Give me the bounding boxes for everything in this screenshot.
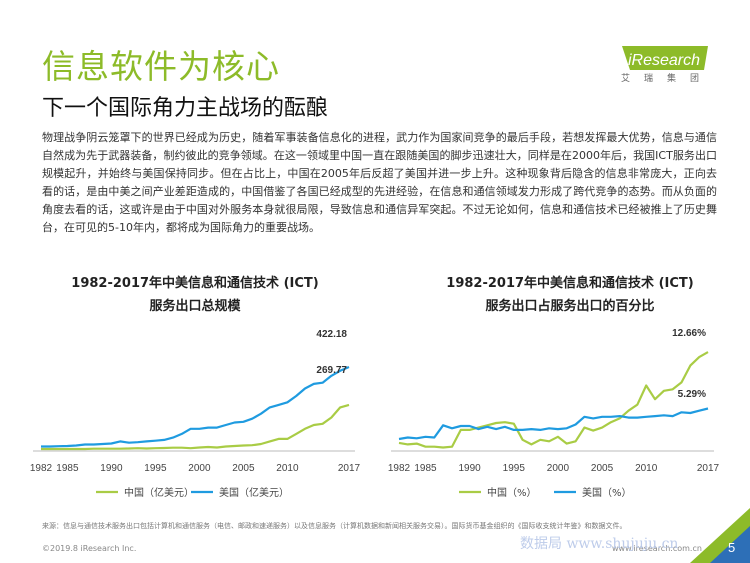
iresearch-logo: iResearch — [622, 46, 708, 70]
x-tick-label: 2005 — [591, 463, 614, 474]
logo-badge-shape — [622, 46, 708, 70]
footer-source: 来源：信息与通信技术服务出口包括计算机和通信服务（电信、邮政和速递服务）以及信息… — [42, 522, 627, 530]
logo-chinese: 艾瑞集团 — [621, 74, 714, 84]
legend-label: 美国（亿美元） — [219, 486, 289, 499]
x-tick-label: 1995 — [503, 463, 526, 474]
chart2-title: 1982-2017年中美信息和通信技术 (ICT) 服务出口占服务出口的百分比 — [400, 272, 740, 318]
footer-url: www.iresearch.com.cn — [612, 544, 702, 553]
legend-label: 美国（%） — [582, 486, 632, 499]
chart2-title-line2: 服务出口占服务出口的百分比 — [485, 299, 655, 314]
legend-label: 中国（亿美元） — [124, 486, 194, 499]
watermark-text: 数据局 www.shujuju.cn — [520, 536, 679, 552]
x-tick-label: 2010 — [635, 463, 658, 474]
x-tick-label: 1990 — [100, 463, 123, 474]
x-tick-label: 1982 — [388, 463, 411, 474]
legend-label: 中国（%） — [487, 486, 537, 499]
page-number: 5 — [728, 540, 736, 555]
x-tick-label: 1995 — [144, 463, 167, 474]
series-line-usa — [41, 365, 350, 448]
x-tick-label: 1985 — [414, 463, 437, 474]
logo-text: iResearch — [628, 52, 700, 69]
end-value-label: 12.66% — [672, 328, 706, 339]
chart2-title-line1: 1982-2017年中美信息和通信技术 (ICT) — [446, 276, 694, 291]
x-tick-label: 2017 — [338, 463, 361, 474]
x-tick-label: 1985 — [56, 463, 79, 474]
corner-decoration — [690, 508, 750, 563]
end-value-label: 269.77 — [316, 365, 347, 376]
series-line-usa — [398, 407, 709, 441]
footer-copyright: ©2019.8 iResearch Inc. — [42, 544, 137, 553]
x-tick-label: 1982 — [30, 463, 53, 474]
x-tick-label: 2000 — [547, 463, 570, 474]
chart1-svg: 1982 1985 1990 1995 2000 2005 2010 2017 422.18 26… — [30, 329, 361, 499]
page-title: 信息软件为核心 — [42, 47, 280, 86]
body-paragraph: 物理战争阴云笼罩下的世界已经成为历史，随着军事装备信息化的进程，武力作为国家间竞… — [42, 131, 717, 234]
corner-blue-triangle — [710, 526, 750, 563]
x-tick-label: 2017 — [697, 463, 720, 474]
x-tick-label: 1990 — [459, 463, 482, 474]
x-tick-label: 2000 — [188, 463, 211, 474]
x-tick-label: 2005 — [232, 463, 255, 474]
x-tick-label: 2010 — [276, 463, 299, 474]
chart1-title-line2: 服务出口总规模 — [149, 299, 241, 314]
series-line-china — [398, 351, 709, 449]
page-subtitle: 下一个国际角力主战场的酝酿 — [42, 96, 329, 121]
end-value-label: 422.18 — [316, 329, 347, 340]
chart2-svg: 1982 1985 1990 1995 2000 2005 2010 2017 12.66% 5.… — [388, 328, 720, 499]
chart1-title-line1: 1982-2017年中美信息和通信技术 (ICT) — [71, 276, 319, 291]
end-value-label: 5.29% — [678, 389, 706, 400]
series-line-china — [41, 403, 350, 451]
chart1-title: 1982-2017年中美信息和通信技术 (ICT) 服务出口总规模 — [25, 272, 365, 318]
